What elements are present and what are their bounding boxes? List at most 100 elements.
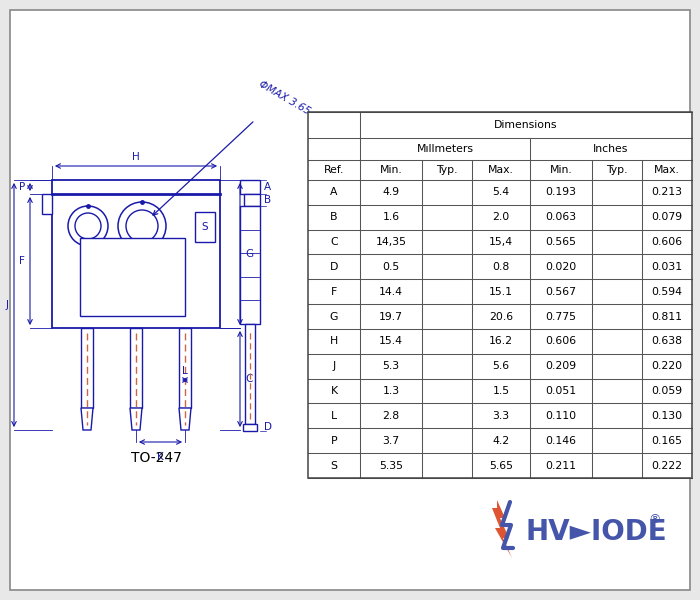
Text: G: G bbox=[330, 311, 338, 322]
Text: 0.209: 0.209 bbox=[545, 361, 577, 371]
Bar bbox=[80, 238, 185, 316]
Circle shape bbox=[68, 206, 108, 246]
Circle shape bbox=[118, 202, 166, 250]
Bar bbox=[243, 424, 257, 431]
Text: 0.051: 0.051 bbox=[545, 386, 577, 396]
Polygon shape bbox=[130, 408, 142, 430]
Text: ΦMAX 3.65: ΦMAX 3.65 bbox=[257, 79, 312, 117]
Text: 0.775: 0.775 bbox=[545, 311, 577, 322]
Text: 0.211: 0.211 bbox=[545, 461, 577, 470]
Text: 1.6: 1.6 bbox=[382, 212, 400, 222]
Text: TO-247: TO-247 bbox=[131, 451, 181, 465]
Text: Dimensions: Dimensions bbox=[494, 120, 558, 130]
Text: Max.: Max. bbox=[488, 165, 514, 175]
Text: Ref.: Ref. bbox=[324, 165, 344, 175]
Text: A: A bbox=[264, 182, 271, 192]
Text: 5.65: 5.65 bbox=[489, 461, 513, 470]
Text: 20.6: 20.6 bbox=[489, 311, 513, 322]
Text: 4.9: 4.9 bbox=[382, 187, 400, 197]
Bar bbox=[52, 180, 220, 328]
Text: D: D bbox=[330, 262, 338, 272]
Bar bbox=[245, 324, 255, 424]
Text: 5.4: 5.4 bbox=[492, 187, 510, 197]
Text: 14.4: 14.4 bbox=[379, 287, 403, 297]
Text: Inches: Inches bbox=[594, 144, 629, 154]
Text: 0.220: 0.220 bbox=[652, 361, 682, 371]
Text: ®: ® bbox=[648, 514, 661, 527]
Text: 0.606: 0.606 bbox=[545, 337, 577, 346]
Text: Max.: Max. bbox=[654, 165, 680, 175]
Text: K: K bbox=[330, 386, 337, 396]
Text: L: L bbox=[182, 366, 188, 376]
Text: J: J bbox=[332, 361, 335, 371]
Text: A: A bbox=[330, 187, 337, 197]
Bar bbox=[195, 212, 215, 242]
Text: J: J bbox=[6, 300, 9, 310]
Text: 15,4: 15,4 bbox=[489, 237, 513, 247]
Text: 5.6: 5.6 bbox=[492, 361, 510, 371]
Text: S: S bbox=[330, 461, 337, 470]
Text: 3.7: 3.7 bbox=[382, 436, 400, 446]
Text: 15.4: 15.4 bbox=[379, 337, 403, 346]
Text: Min.: Min. bbox=[550, 165, 573, 175]
Text: 0.031: 0.031 bbox=[652, 262, 682, 272]
Text: 0.5: 0.5 bbox=[382, 262, 400, 272]
Text: Min.: Min. bbox=[379, 165, 402, 175]
Text: C: C bbox=[330, 237, 338, 247]
Text: 0.146: 0.146 bbox=[545, 436, 577, 446]
Text: 1.3: 1.3 bbox=[382, 386, 400, 396]
Polygon shape bbox=[81, 408, 93, 430]
Text: 0.165: 0.165 bbox=[652, 436, 682, 446]
Text: C: C bbox=[245, 374, 253, 384]
Bar bbox=[308, 112, 692, 478]
Text: HV►IODE: HV►IODE bbox=[525, 518, 666, 546]
Text: 0.606: 0.606 bbox=[652, 237, 682, 247]
Bar bbox=[308, 112, 692, 478]
Text: 16.2: 16.2 bbox=[489, 337, 513, 346]
Text: 0.063: 0.063 bbox=[545, 212, 577, 222]
Bar bbox=[240, 206, 260, 324]
Text: 0.638: 0.638 bbox=[652, 337, 682, 346]
Text: G: G bbox=[245, 249, 253, 259]
Text: 0.8: 0.8 bbox=[492, 262, 510, 272]
Text: H: H bbox=[132, 152, 140, 162]
Text: 2.0: 2.0 bbox=[492, 212, 510, 222]
Text: D: D bbox=[264, 422, 272, 433]
Text: 0.130: 0.130 bbox=[652, 411, 682, 421]
Text: 5.3: 5.3 bbox=[382, 361, 400, 371]
Text: 5.35: 5.35 bbox=[379, 461, 403, 470]
Bar bbox=[81, 328, 93, 408]
Text: B: B bbox=[264, 195, 271, 205]
Text: 0.594: 0.594 bbox=[652, 287, 682, 297]
Text: 15.1: 15.1 bbox=[489, 287, 513, 297]
Text: P: P bbox=[19, 182, 25, 192]
Text: 0.079: 0.079 bbox=[652, 212, 682, 222]
Text: S: S bbox=[202, 222, 209, 232]
Text: 0.213: 0.213 bbox=[652, 187, 682, 197]
Text: H: H bbox=[330, 337, 338, 346]
Text: 0.193: 0.193 bbox=[545, 187, 577, 197]
Text: L: L bbox=[331, 411, 337, 421]
Text: Typ.: Typ. bbox=[606, 165, 628, 175]
Bar bbox=[179, 328, 191, 408]
Text: 0.567: 0.567 bbox=[545, 287, 577, 297]
Circle shape bbox=[75, 213, 101, 239]
Text: 0.110: 0.110 bbox=[545, 411, 577, 421]
Text: 0.565: 0.565 bbox=[545, 237, 577, 247]
Text: Mıllmeters: Mıllmeters bbox=[416, 144, 473, 154]
Text: 0.059: 0.059 bbox=[652, 386, 682, 396]
Bar bbox=[130, 328, 142, 408]
Text: 3.3: 3.3 bbox=[492, 411, 510, 421]
Bar bbox=[42, 194, 52, 214]
Text: 0.811: 0.811 bbox=[652, 311, 682, 322]
Text: F: F bbox=[19, 256, 25, 266]
Polygon shape bbox=[492, 500, 512, 558]
Polygon shape bbox=[179, 408, 191, 430]
Text: Typ.: Typ. bbox=[436, 165, 458, 175]
Text: 14,35: 14,35 bbox=[375, 237, 407, 247]
Text: B: B bbox=[330, 212, 337, 222]
Text: 0.222: 0.222 bbox=[652, 461, 682, 470]
Circle shape bbox=[126, 210, 158, 242]
Text: 1.5: 1.5 bbox=[492, 386, 510, 396]
Text: 2.8: 2.8 bbox=[382, 411, 400, 421]
